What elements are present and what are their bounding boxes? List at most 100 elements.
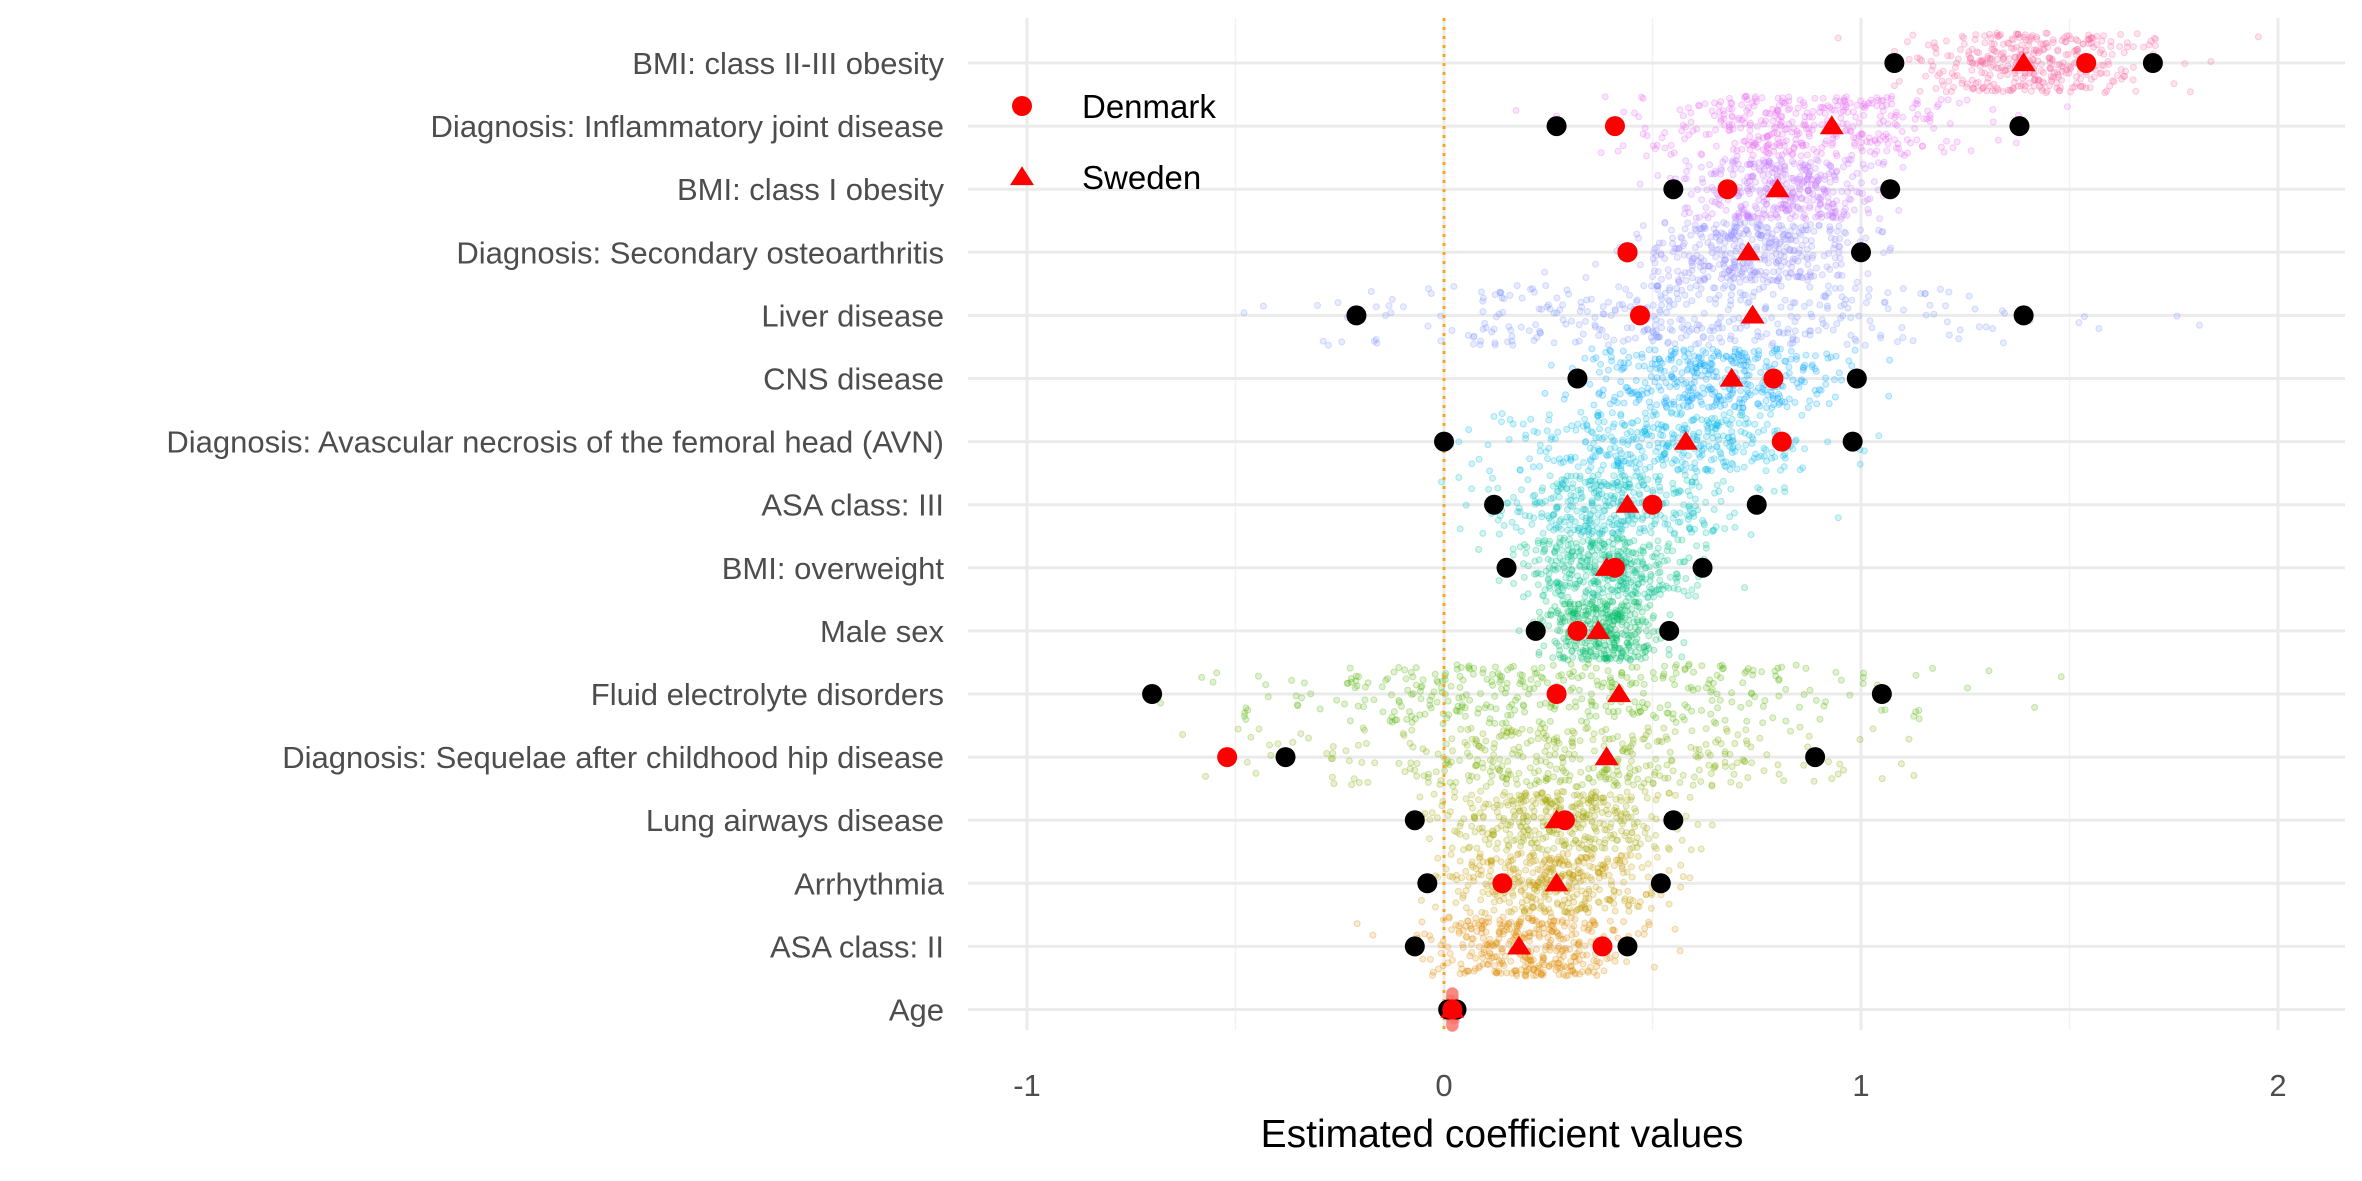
sample-point [1882, 130, 1890, 138]
sample-point [1892, 108, 1900, 116]
sample-point [1417, 683, 1425, 691]
sample-point [1715, 436, 1722, 444]
sample-point [1783, 180, 1790, 188]
sample-point [1478, 759, 1486, 767]
sample-point [1297, 730, 1305, 738]
sample-point [1741, 219, 1749, 227]
sample-point [1824, 193, 1832, 201]
sample-point [2133, 30, 2141, 38]
sample-point [1749, 212, 1757, 220]
sample-cloud [1636, 155, 1907, 223]
sample-point [1780, 99, 1788, 107]
sample-point [1712, 523, 1720, 531]
sample-point [1798, 376, 1806, 384]
sample-point [1669, 479, 1677, 487]
sample-point [1741, 113, 1749, 121]
sample-point [1832, 176, 1840, 184]
sample-point [1815, 221, 1823, 229]
sample-point [1786, 105, 1794, 112]
sample-point [2005, 40, 2013, 47]
sample-point [1839, 163, 1847, 171]
sample-point [2087, 34, 2095, 42]
sample-point [1727, 485, 1735, 493]
sample-point [1614, 147, 1622, 155]
sample-point [1430, 688, 1438, 696]
sample-point [1767, 388, 1775, 396]
sample-point [1754, 132, 1762, 140]
sample-point [1510, 797, 1518, 805]
sample-point [1793, 176, 1801, 183]
sample-point [1568, 803, 1576, 811]
sample-point [1681, 701, 1689, 709]
sample-point [1638, 93, 1645, 101]
sample-point [1858, 130, 1866, 138]
sample-point [1628, 708, 1636, 716]
sample-point [1998, 64, 2006, 72]
sample-point [1727, 264, 1735, 272]
sample-point [1598, 844, 1606, 852]
sample-point [1725, 266, 1733, 274]
sample-point [2043, 87, 2051, 95]
sample-point [1551, 637, 1559, 645]
sample-point [2046, 64, 2054, 72]
sample-point [1982, 323, 1990, 331]
sample-point [2090, 43, 2097, 51]
sample-point [2018, 41, 2026, 49]
sample-point [1623, 324, 1631, 332]
sample-point [1833, 152, 1841, 160]
sample-point [1720, 245, 1728, 253]
sample-point [1780, 142, 1788, 150]
sample-point [1840, 228, 1848, 236]
sample-point [1495, 577, 1503, 585]
sample-point [1804, 186, 1812, 194]
sample-point [1738, 116, 1746, 124]
sample-point [1836, 254, 1844, 262]
sample-point [2009, 84, 2017, 92]
sample-point [1597, 360, 1604, 368]
sample-point [1449, 747, 1456, 755]
sample-point [1914, 111, 1922, 119]
sample-point [1894, 140, 1902, 148]
sample-point [1659, 239, 1667, 247]
sample-point [1806, 271, 1814, 279]
sample-point [1843, 180, 1851, 188]
sample-point [1519, 420, 1527, 428]
sample-point [1681, 269, 1689, 277]
sample-point [1610, 336, 1618, 344]
sample-point [1861, 198, 1868, 205]
sample-point [1482, 737, 1490, 745]
sample-point [1681, 175, 1688, 183]
sample-point [1579, 611, 1587, 619]
sample-point [2095, 325, 2103, 333]
sample-point [1765, 180, 1773, 188]
sample-point [1783, 403, 1791, 411]
sample-point [1595, 838, 1603, 846]
sample-point [1707, 241, 1715, 249]
sample-point [1541, 268, 1549, 276]
sample-point [2072, 36, 2080, 44]
sample-point [1842, 229, 1850, 237]
sample-point [1675, 394, 1683, 401]
sample-point [1750, 160, 1758, 168]
sample-point [1786, 246, 1794, 254]
sample-point [1775, 245, 1783, 253]
sample-point [1791, 212, 1799, 220]
sample-point [1825, 211, 1833, 219]
sample-point [1720, 664, 1727, 672]
sample-point [1833, 94, 1841, 101]
sample-point [1794, 179, 1802, 187]
sample-point [1723, 353, 1731, 361]
sample-point [1762, 109, 1770, 117]
sample-point [1697, 163, 1705, 171]
sample-point [2120, 49, 2128, 57]
sample-point [1794, 273, 1802, 281]
sample-point [1729, 283, 1736, 291]
sample-point [1727, 301, 1735, 309]
sample-point [1829, 213, 1837, 221]
sample-point [1654, 537, 1662, 545]
sample-point [1991, 87, 1999, 95]
sample-point [1728, 698, 1736, 706]
sample-point [1676, 106, 1684, 114]
sample-point [1292, 692, 1300, 700]
sample-point [1746, 121, 1754, 129]
